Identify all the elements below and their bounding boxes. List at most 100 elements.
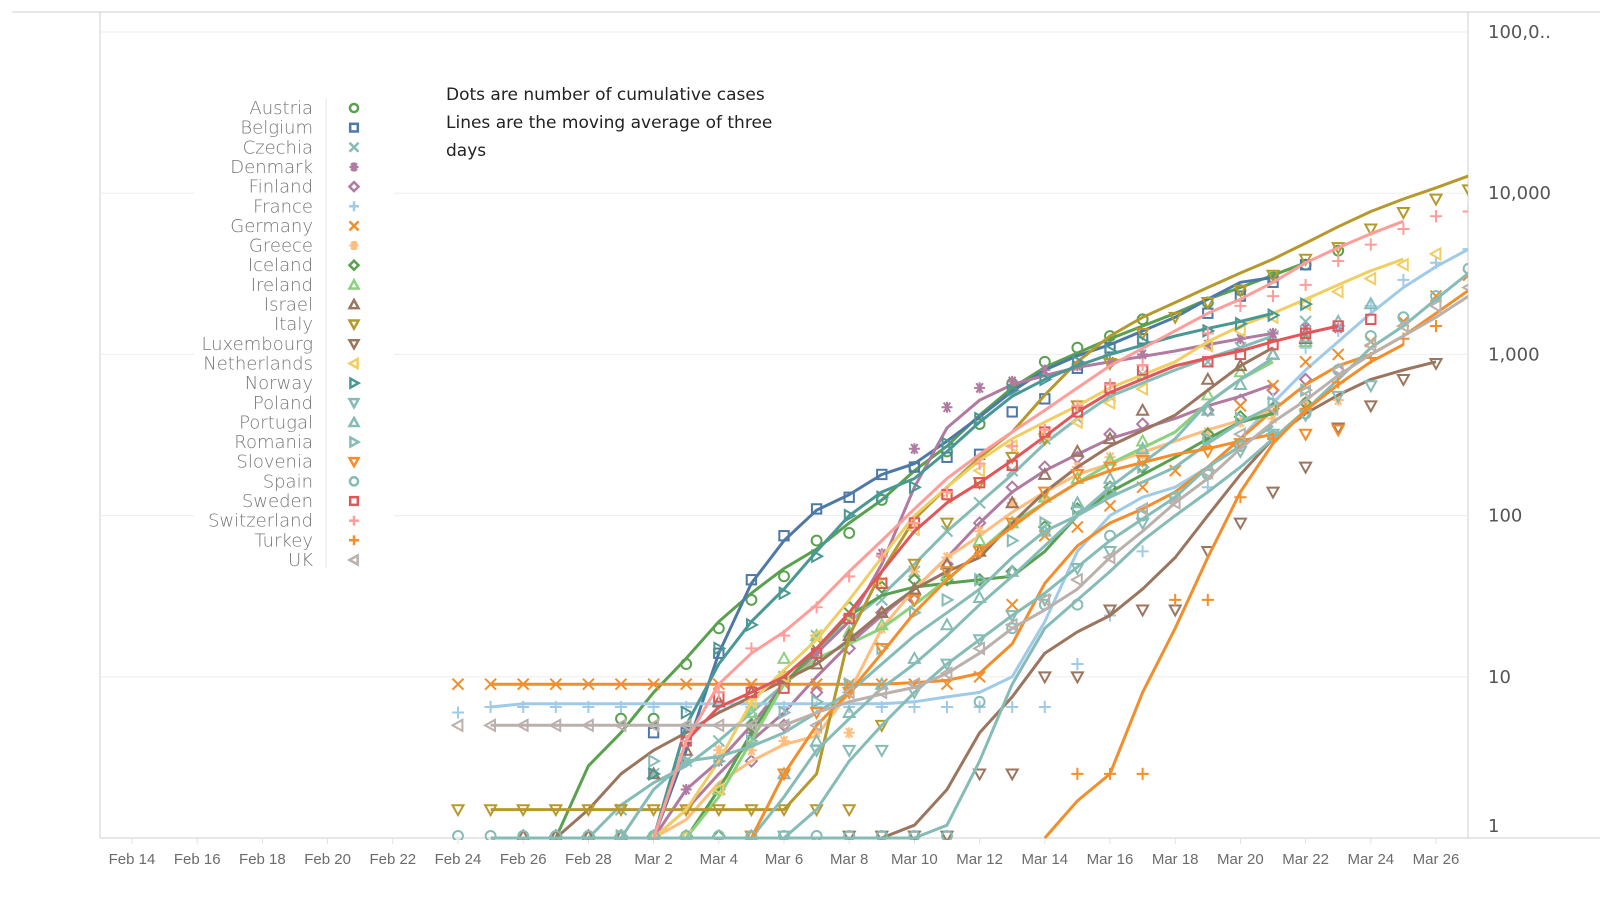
legend-item-ireland[interactable]: Ireland bbox=[251, 275, 361, 296]
data-point-netherlands bbox=[1200, 338, 1214, 354]
legend-item-portugal[interactable]: Portugal bbox=[239, 412, 361, 433]
data-point-germany bbox=[1005, 598, 1019, 611]
series-uk bbox=[450, 283, 1468, 733]
data-point-sweden bbox=[1234, 348, 1247, 361]
data-point-italy bbox=[1461, 184, 1468, 197]
triangle-down-marker-icon bbox=[347, 319, 361, 332]
legend-item-uk[interactable]: UK bbox=[288, 550, 359, 571]
legend-item-switzerland[interactable]: Switzerland bbox=[208, 511, 359, 532]
legend-item-romania[interactable]: Romania bbox=[234, 432, 362, 453]
data-point-luxembourg bbox=[1396, 373, 1411, 387]
data-point-norway bbox=[1267, 308, 1281, 323]
data-point-sweden bbox=[1267, 338, 1279, 351]
legend-item-belgium[interactable]: Belgium bbox=[240, 118, 360, 139]
data-point-uk bbox=[1037, 592, 1051, 608]
data-point-norway bbox=[713, 641, 727, 656]
data-point-italy bbox=[581, 804, 596, 818]
data-point-austria bbox=[843, 527, 856, 539]
data-point-luxembourg bbox=[1102, 604, 1118, 618]
data-point-greece bbox=[713, 744, 725, 756]
legend-label: Turkey bbox=[254, 530, 313, 551]
x-tick-label: Mar 12 bbox=[956, 851, 1003, 868]
legend-item-norway[interactable]: Norway bbox=[245, 373, 362, 394]
data-point-slovenia bbox=[1005, 517, 1020, 531]
data-point-netherlands bbox=[711, 782, 725, 797]
data-point-luxembourg bbox=[1265, 486, 1281, 500]
data-point-norway bbox=[1006, 382, 1020, 398]
data-point-switzerland bbox=[1071, 399, 1084, 412]
x-tick-label: Feb 26 bbox=[500, 851, 547, 868]
x-tick-label: Mar 16 bbox=[1087, 851, 1134, 868]
data-point-austria bbox=[1104, 330, 1116, 342]
data-point-greece bbox=[843, 727, 855, 739]
legend-item-iceland[interactable]: Iceland bbox=[248, 255, 361, 276]
legend-item-israel[interactable]: Israel bbox=[264, 295, 361, 316]
data-point-poland bbox=[939, 658, 955, 672]
legend-item-poland[interactable]: Poland bbox=[253, 393, 361, 414]
data-point-switzerland bbox=[712, 686, 725, 699]
series-ireland bbox=[614, 334, 1313, 840]
legend-item-slovenia[interactable]: Slovenia bbox=[236, 452, 361, 473]
legend-label: Iceland bbox=[248, 255, 313, 276]
data-point-uk bbox=[776, 718, 790, 733]
data-point-norway bbox=[811, 548, 825, 564]
legend-label: Slovenia bbox=[236, 452, 313, 473]
data-point-israel bbox=[549, 828, 563, 840]
data-point-luxembourg bbox=[1070, 671, 1085, 685]
legend-label: Poland bbox=[253, 393, 313, 414]
data-point-italy bbox=[613, 804, 629, 818]
data-point-switzerland bbox=[940, 485, 954, 499]
data-point-turkey bbox=[1266, 432, 1280, 445]
data-point-denmark bbox=[1137, 348, 1149, 360]
data-point-portugal bbox=[1070, 495, 1085, 509]
legend-item-denmark[interactable]: Denmark bbox=[230, 157, 359, 178]
data-point-czechia bbox=[1299, 315, 1312, 328]
legend-item-austria[interactable]: Austria bbox=[249, 98, 360, 119]
y-tick-label: 1 bbox=[1488, 816, 1499, 837]
data-point-ireland bbox=[1233, 364, 1248, 378]
data-point-spain bbox=[1462, 262, 1468, 275]
series-line-turkey bbox=[1043, 343, 1405, 839]
data-point-switzerland bbox=[680, 734, 693, 747]
legend-item-italy[interactable]: Italy bbox=[274, 314, 361, 335]
data-point-spain bbox=[875, 830, 888, 840]
legend-item-germany[interactable]: Germany bbox=[230, 216, 360, 237]
data-point-netherlands bbox=[1069, 414, 1083, 430]
triangle-up-marker-icon bbox=[347, 415, 361, 428]
data-point-france bbox=[1397, 273, 1410, 286]
legend-item-luxembourg[interactable]: Luxembourg bbox=[201, 334, 361, 355]
legend-item-turkey[interactable]: Turkey bbox=[254, 530, 359, 551]
data-point-norway bbox=[843, 508, 857, 523]
legend-item-spain[interactable]: Spain bbox=[263, 471, 360, 492]
data-point-sweden bbox=[973, 477, 986, 489]
data-point-romania bbox=[843, 676, 857, 692]
data-point-spain bbox=[1104, 529, 1116, 542]
data-point-uk bbox=[1004, 617, 1018, 633]
data-point-switzerland bbox=[1136, 358, 1149, 372]
data-point-denmark bbox=[1039, 364, 1051, 376]
legend-label: Ireland bbox=[251, 275, 313, 296]
legend-label: UK bbox=[288, 550, 313, 571]
series-line-romania bbox=[619, 404, 1274, 839]
legend-label: Greece bbox=[249, 236, 313, 257]
data-point-portugal bbox=[1102, 470, 1118, 484]
legend-item-france[interactable]: France bbox=[253, 196, 359, 217]
legend-item-czechia[interactable]: Czechia bbox=[243, 137, 360, 158]
data-point-turkey bbox=[1201, 593, 1214, 606]
data-point-sweden bbox=[1006, 459, 1018, 472]
diamond-marker-icon bbox=[347, 258, 361, 272]
legend-item-greece[interactable]: Greece bbox=[249, 236, 359, 257]
data-point-spain bbox=[1594, 189, 1600, 199]
data-point-romania bbox=[1072, 501, 1085, 517]
legend-item-sweden[interactable]: Sweden bbox=[242, 491, 360, 512]
series-sweden bbox=[652, 313, 1377, 839]
data-point-sweden bbox=[1332, 320, 1344, 332]
legend-item-netherlands[interactable]: Netherlands bbox=[203, 353, 359, 374]
data-point-romania bbox=[746, 733, 759, 749]
data-point-uk bbox=[548, 718, 562, 733]
legend-item-finland[interactable]: Finland bbox=[249, 177, 361, 198]
data-point-greece bbox=[778, 735, 790, 747]
legend-label: Sweden bbox=[242, 491, 313, 512]
data-point-switzerland bbox=[810, 601, 823, 614]
